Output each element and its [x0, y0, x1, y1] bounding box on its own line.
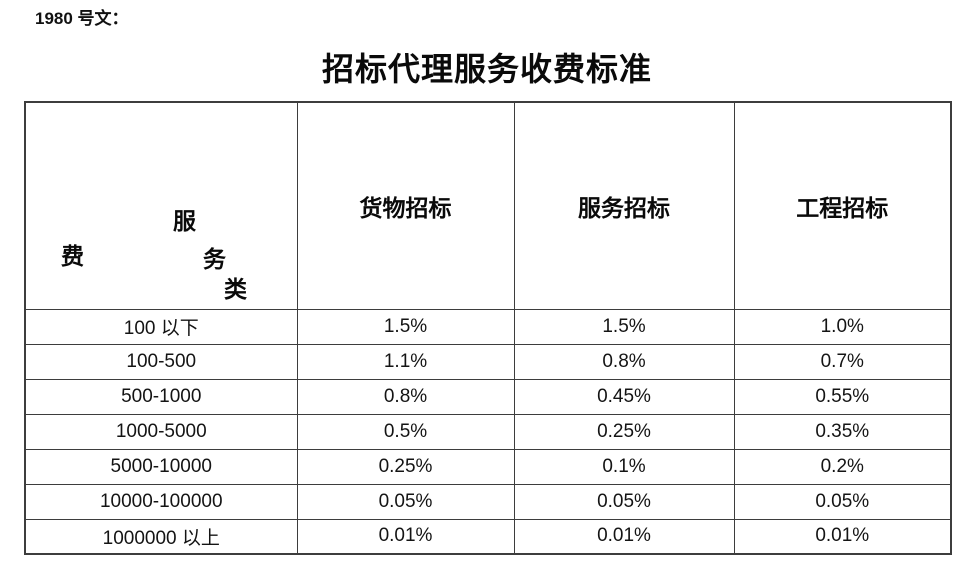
- table-header-row: 服 务 类 型 费 率 中标金额（万元） 货物招标 服务招标 工程招标: [24, 101, 952, 310]
- engineering-rate-cell: 0.2%: [733, 448, 952, 485]
- page-title: 招标代理服务收费标准: [321, 51, 652, 87]
- engineering-rate-cell: 1.0%: [733, 308, 952, 345]
- column-header-goods: 货物招标: [296, 101, 515, 310]
- goods-rate-cell: 0.8%: [296, 378, 515, 415]
- goods-rate-cell: 0.01%: [296, 518, 515, 555]
- table-row: 1000000 以上 0.01% 0.01% 0.01%: [24, 518, 952, 555]
- service-rate-cell: 0.25%: [513, 413, 735, 450]
- engineering-rate-cell: 0.7%: [733, 343, 952, 380]
- amount-range-cell: 10000-100000: [24, 483, 298, 520]
- document-ref-number: 1980 号文：: [35, 9, 129, 28]
- fee-rate-char-1: 费: [61, 243, 84, 269]
- amount-range-cell: 5000-10000: [24, 448, 298, 485]
- table-row: 5000-10000 0.25% 0.1% 0.2%: [24, 448, 952, 485]
- service-rate-cell: 0.8%: [513, 343, 735, 380]
- corner-header-cell: 服 务 类 型 费 率 中标金额（万元）: [24, 101, 298, 310]
- amount-range-cell: 100 以下: [24, 308, 298, 345]
- engineering-rate-cell: 0.35%: [733, 413, 952, 450]
- engineering-rate-cell: 0.01%: [733, 518, 952, 555]
- goods-rate-cell: 0.25%: [296, 448, 515, 485]
- goods-rate-cell: 0.05%: [296, 483, 515, 520]
- table-row: 1000-5000 0.5% 0.25% 0.35%: [24, 413, 952, 450]
- goods-rate-cell: 0.5%: [296, 413, 515, 450]
- column-header-service: 服务招标: [513, 101, 735, 310]
- amount-range-cell: 1000000 以上: [24, 518, 298, 555]
- fee-standard-table: 服 务 类 型 费 率 中标金额（万元） 货物招标 服务招标 工程招标 100 …: [24, 101, 952, 555]
- service-rate-cell: 1.5%: [513, 308, 735, 345]
- amount-range-cell: 1000-5000: [24, 413, 298, 450]
- table-row: 100 以下 1.5% 1.5% 1.0%: [24, 308, 952, 345]
- column-header-engineering: 工程招标: [733, 101, 952, 310]
- table-row: 500-1000 0.8% 0.45% 0.55%: [24, 378, 952, 415]
- service-rate-cell: 0.45%: [513, 378, 735, 415]
- service-rate-cell: 0.05%: [513, 483, 735, 520]
- service-type-char-3: 类: [224, 276, 247, 302]
- goods-rate-cell: 1.1%: [296, 343, 515, 380]
- service-type-char-1: 服: [173, 208, 196, 234]
- table-row: 100-500 1.1% 0.8% 0.7%: [24, 343, 952, 380]
- service-rate-cell: 0.01%: [513, 518, 735, 555]
- service-type-char-2: 务: [203, 246, 226, 272]
- engineering-rate-cell: 0.55%: [733, 378, 952, 415]
- goods-rate-cell: 1.5%: [296, 308, 515, 345]
- amount-range-cell: 500-1000: [24, 378, 298, 415]
- amount-range-cell: 100-500: [24, 343, 298, 380]
- engineering-rate-cell: 0.05%: [733, 483, 952, 520]
- table-row: 10000-100000 0.05% 0.05% 0.05%: [24, 483, 952, 520]
- service-rate-cell: 0.1%: [513, 448, 735, 485]
